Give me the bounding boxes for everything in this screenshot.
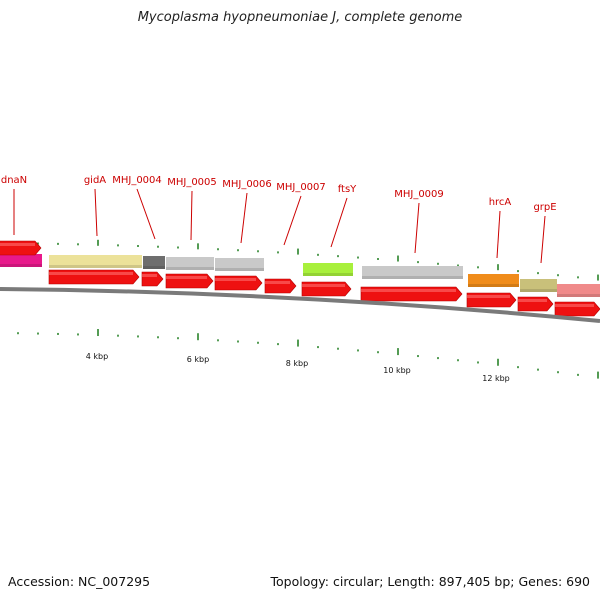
- gene-label-mhj-0006: MHJ_0006: [222, 179, 272, 190]
- feature-bars: [0, 254, 600, 297]
- feature-bar-grpe: [520, 279, 557, 292]
- feature-bar-shade: [362, 276, 463, 279]
- cds-arrows: [0, 240, 600, 317]
- feature-bar-shade: [0, 264, 42, 267]
- cds-arrow-highlight: [518, 299, 547, 302]
- feature-bar-mhj-0006: [215, 258, 264, 271]
- gene-label-hrca: hrcA: [489, 197, 512, 208]
- leader-line-mhj-0006: [240, 192, 248, 244]
- cds-arrow-highlight: [215, 278, 256, 281]
- cds-arrow-highlight: [302, 284, 345, 287]
- gene-label-mhj-0005: MHJ_0005: [167, 177, 217, 188]
- gene-label-grpe: grpE: [533, 202, 556, 213]
- feature-bar-unnamed: [557, 284, 600, 297]
- feature-bar-shade: [468, 284, 519, 287]
- gene-label-dnan: dnaN: [1, 175, 27, 186]
- leader-line-mhj-0009: [414, 202, 420, 254]
- feature-bar-gida: [49, 255, 142, 268]
- leader-line-ftsy: [330, 197, 348, 248]
- cds-arrow-highlight: [0, 243, 35, 246]
- kbp-label: 10 kbp: [383, 366, 411, 375]
- kbp-labels: 4 kbp 6 kbp 8 kbp 10 kbp 12 kbp: [86, 352, 510, 383]
- feature-bar-ftsy: [303, 263, 353, 276]
- feature-bar-mhj-0004: [143, 256, 165, 269]
- feature-bar-shade: [166, 267, 214, 270]
- accession-text: Accession: NC_007295: [8, 574, 151, 589]
- leader-line-hrca: [496, 210, 501, 259]
- cds-arrow-highlight: [467, 295, 510, 298]
- feature-bar-mhj-0009: [362, 266, 463, 279]
- kbp-label: 8 kbp: [286, 359, 308, 368]
- cds-arrow-highlight: [142, 274, 157, 277]
- kbp-label: 4 kbp: [86, 352, 108, 361]
- leader-line-mhj-0007: [283, 195, 302, 246]
- feature-bar-shade: [520, 289, 557, 292]
- label-leader-lines: [13, 188, 546, 264]
- feature-bar-hrca: [468, 274, 519, 287]
- cds-arrow-highlight: [555, 304, 594, 307]
- gene-label-mhj-0009: MHJ_0009: [394, 189, 444, 200]
- feature-bar-shade: [215, 268, 264, 271]
- map-title: Mycoplasma hyopneumoniae J, complete gen…: [137, 10, 463, 25]
- feature-bar-mhj-0005: [166, 257, 214, 270]
- leader-line-mhj-0004: [136, 188, 156, 240]
- cds-arrow-highlight: [166, 276, 207, 279]
- cds-arrow-highlight: [49, 272, 133, 275]
- kbp-label: 12 kbp: [482, 374, 510, 383]
- leader-line-grpe: [540, 215, 546, 264]
- gene-label-mhj-0004: MHJ_0004: [112, 175, 162, 186]
- gene-label-mhj-0007: MHJ_0007: [276, 182, 326, 193]
- cds-arrow-highlight: [361, 289, 456, 292]
- feature-bar-shade: [303, 273, 353, 276]
- lower-tick-marks: [17, 329, 599, 379]
- feature-bar-shade: [49, 265, 142, 268]
- leader-line-mhj-0005: [190, 190, 193, 241]
- gene-label-ftsy: ftsY: [338, 184, 357, 195]
- kbp-label: 6 kbp: [187, 355, 209, 364]
- gene-label-gida: gidA: [84, 175, 106, 186]
- gene-labels: dnaN gidA MHJ_0004 MHJ_0005 MHJ_0006 MHJ_0007…: [1, 175, 557, 213]
- feature-bar-shade: [557, 294, 600, 297]
- feature-bar-shade: [143, 266, 165, 269]
- cds-arrow-highlight: [265, 281, 290, 284]
- genome-summary-text: Topology: circular; Length: 897,405 bp; …: [270, 574, 591, 589]
- genome-backbone: [0, 287, 600, 323]
- leader-line-gida: [94, 188, 98, 237]
- feature-bar-dnan: [0, 254, 42, 267]
